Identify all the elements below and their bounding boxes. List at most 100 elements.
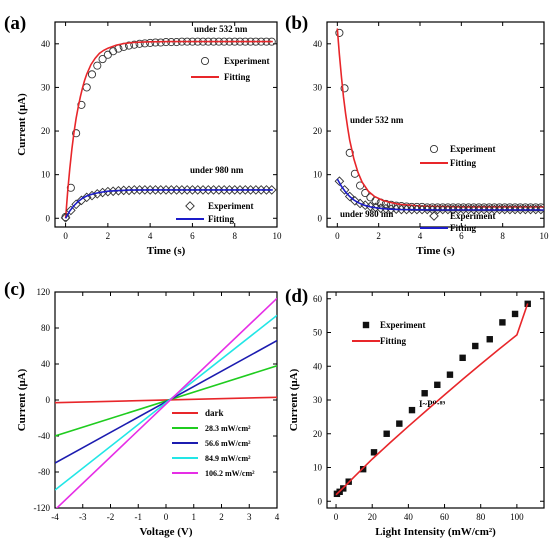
panel-label: (a) [4,13,26,34]
x-tick-label: 10 [540,231,550,241]
series-line-3 [64,189,273,219]
data-marker-square [421,390,428,397]
y-tick-label: 120 [37,287,51,297]
data-marker-square [383,430,390,437]
legend-label: Fitting [380,336,406,346]
x-tick-label: 0 [63,231,68,241]
panel-d: 0 20 40 60 80 100 0 10 20 30 40 50 60 Light Intensity… [285,286,545,538]
data-marker-square [472,342,479,350]
y-axis-label: Current (μA) [16,93,28,156]
annotation: under 532 nm [350,115,404,125]
data-marker-diamond [536,204,544,215]
series-group [60,37,277,223]
y-tick-label: 60 [313,294,323,304]
x-tick-label: 8 [500,231,505,241]
x-tick-label: 4 [148,231,153,241]
legend-marker [185,201,195,211]
x-tick-label: 2 [376,231,381,241]
y-tick-label: 40 [41,359,51,369]
data-marker-square [511,310,519,318]
data-marker-square [446,371,454,378]
y-tick-label: 0 [318,213,323,223]
x-tick-label: 4 [418,231,423,241]
legend-marker [429,211,439,221]
legend-label: Experiment [208,201,254,211]
data-marker-diamond [81,192,92,203]
data-marker-circle [146,38,155,47]
data-marker-diamond [60,213,71,223]
legend-label: Experiment [450,211,496,221]
series-group [55,297,277,508]
data-marker-circle [77,100,86,109]
x-tick-label: 2 [219,512,224,522]
data-marker-diamond [108,186,118,197]
legend-label: Fitting [208,214,234,224]
y-tick-label: 0 [46,395,51,405]
data-marker-diamond [334,176,345,187]
y-tick-label: 40 [41,39,51,49]
panel-a: 0 2 4 6 8 10 0 10 20 30 40 Time (s) Current (μA) (a) u… [4,13,282,257]
x-tick-label: 0 [164,512,169,522]
data-marker-square [396,420,403,427]
x-tick-label: -1 [135,512,143,522]
data-marker-diamond [113,185,124,196]
x-tick-label: 4 [275,512,280,522]
data-marker-diamond [124,185,134,196]
legend-label: dark [205,408,224,418]
x-tick-label: -4 [51,512,59,522]
y-tick-label: 40 [313,39,323,49]
y-tick-label: 0 [318,496,323,506]
x-tick-label: -2 [107,512,115,522]
legend-label: 84.9 mW/cm² [205,454,251,463]
data-marker-circle [135,39,144,48]
data-marker-circle [140,39,149,48]
panel-label: (b) [285,13,308,34]
y-axis-label: Current (μA) [288,368,300,431]
data-marker-circle [98,55,107,64]
x-axis-label: Light Intensity (mW/cm²) [375,526,496,538]
x-tick-label: 6 [459,231,464,241]
panel-label: (d) [285,286,308,307]
data-marker-circle [124,41,134,50]
x-tick-label: 40 [404,512,414,522]
y-tick-label: 30 [313,395,323,405]
data-marker-square [486,336,493,343]
legend-label: Experiment [224,56,270,66]
legend-label: Fitting [450,223,476,233]
x-axis-label: Time (s) [416,245,455,257]
series-line-3 [55,314,277,491]
series-line-1 [335,303,529,496]
y-tick-label: 20 [313,126,323,136]
data-marker-diamond [339,185,350,195]
annotation: under 980 nm [190,165,244,175]
data-marker-square [459,354,466,362]
legend-label: 56.6 mW/cm² [205,439,251,448]
y-tick-label: -80 [38,467,50,477]
panel-b: 0 2 4 6 8 10 0 10 20 30 40 Time (s) (b) under 532 nm E… [285,13,549,257]
data-marker-square [499,319,506,326]
data-marker-circle [82,83,91,92]
series-line-1 [64,40,273,219]
x-tick-label: -3 [79,512,87,522]
x-tick-label: 1 [192,512,197,522]
legend-label: Fitting [224,72,250,82]
y-tick-label: -120 [34,503,51,513]
x-tick-label: 3 [247,512,252,522]
x-tick-label: 10 [273,231,283,241]
y-tick-label: 0 [46,213,51,223]
data-marker-circle [361,188,370,198]
x-tick-label: 0 [334,512,339,522]
y-tick-label: 10 [313,170,323,180]
data-marker-circle [103,50,112,59]
y-tick-label: 30 [313,82,323,92]
series-group [333,300,531,498]
y-tick-label: 50 [313,328,323,338]
legend-marker [362,321,370,329]
data-marker-square [434,381,441,389]
data-marker-circle [387,200,396,209]
y-tick-label: 20 [41,126,51,136]
y-tick-label: 10 [41,170,51,180]
series-line-3 [336,178,544,211]
y-tick-label: 80 [41,323,51,333]
